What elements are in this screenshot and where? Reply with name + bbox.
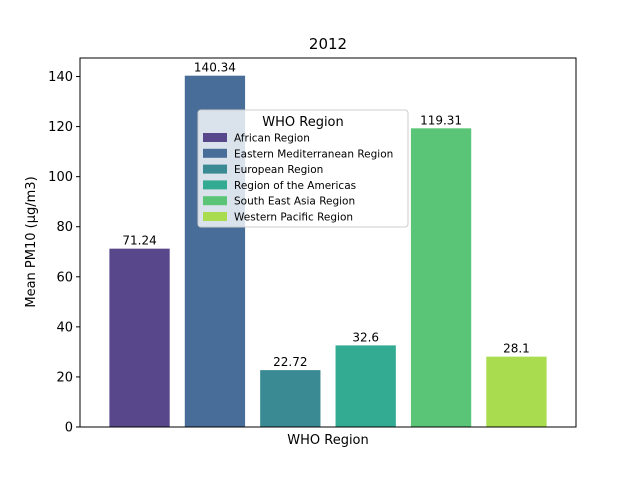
- legend-swatch-western-pacific-region: [203, 212, 227, 221]
- legend-entry-western-pacific-region: Western Pacific Region: [234, 212, 353, 224]
- bar-value-label: 119.31: [420, 113, 462, 127]
- bar-african-region: [109, 248, 170, 427]
- y-tick-label: 40: [56, 320, 73, 335]
- bar-value-label: 22.72: [273, 355, 307, 369]
- bar-value-label: 28.1: [503, 342, 530, 356]
- x-axis-label: WHO Region: [287, 433, 369, 448]
- bar-value-label: 32.6: [352, 330, 379, 344]
- legend-title: WHO Region: [262, 115, 344, 130]
- legend-swatch-south-east-asia-region: [203, 196, 227, 206]
- y-tick-label: 80: [56, 220, 73, 235]
- legend-entry-region-of-the-americas: Region of the Americas: [234, 180, 356, 192]
- legend-swatch-region-of-the-americas: [203, 180, 227, 190]
- legend-swatch-african-region: [203, 133, 227, 142]
- y-tick-label: 100: [48, 170, 73, 185]
- legend-entry-african-region: African Region: [234, 133, 310, 145]
- legend-entry-european-region: European Region: [234, 164, 323, 176]
- legend-frame: [197, 109, 409, 228]
- legend-swatch-eastern-mediterranean-region: [203, 148, 227, 158]
- y-tick-label: 20: [56, 370, 73, 385]
- bar-western-pacific-region: [486, 356, 547, 427]
- legend: WHO Region African Region Eastern Mediter…: [197, 109, 409, 228]
- y-axis-label: Mean PM10 (μg/m3): [24, 176, 39, 307]
- legend-entry-south-east-asia-region: South East Asia Region: [234, 196, 355, 208]
- y-tick-label: 60: [56, 270, 73, 285]
- y-tick-label: 120: [48, 120, 73, 135]
- y-tick-label: 140: [48, 70, 73, 85]
- legend-entry-eastern-mediterranean-region: Eastern Mediterranean Region: [234, 148, 393, 160]
- chart-title: 2012: [309, 35, 347, 53]
- bar-south-east-asia-region: [410, 128, 472, 427]
- bar-value-label: 140.34: [194, 61, 236, 75]
- bar-region-of-the-americas: [335, 345, 396, 427]
- bar-value-label: 71.24: [122, 234, 156, 248]
- y-tick-label: 0: [65, 421, 73, 436]
- bar-european-region: [260, 370, 321, 427]
- plot-frame: [79, 57, 577, 428]
- legend-swatch-european-region: [203, 164, 227, 174]
